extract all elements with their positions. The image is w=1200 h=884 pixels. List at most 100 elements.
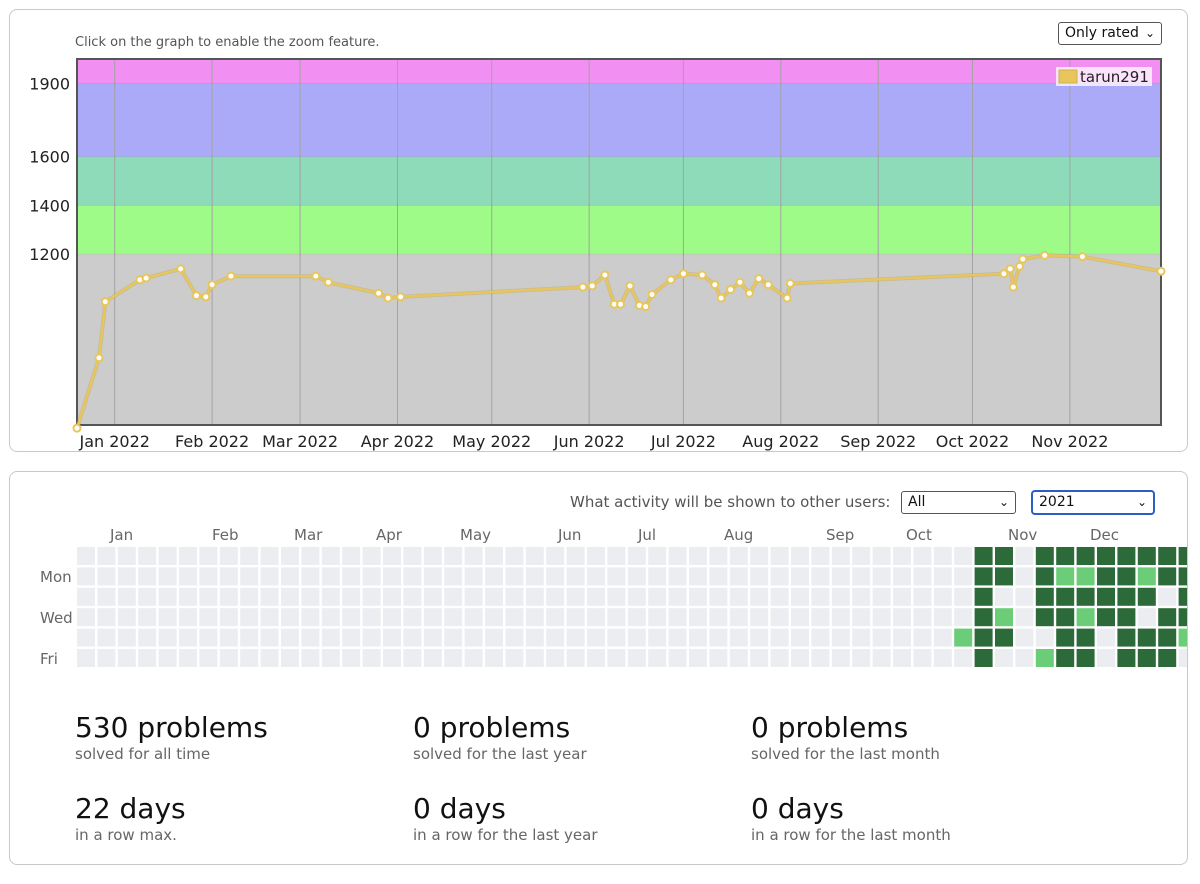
heatmap-cell[interactable] [607,587,626,606]
heatmap-cell[interactable] [321,587,340,606]
heatmap-cell[interactable] [709,608,728,627]
heatmap-cell[interactable] [485,608,503,627]
heatmap-cell[interactable] [668,608,687,627]
heatmap-cell[interactable] [485,587,503,606]
heatmap-cell[interactable] [1158,608,1177,627]
data-point[interactable] [666,275,676,285]
heatmap-cell[interactable] [342,608,361,627]
heatmap-cell[interactable] [852,608,871,627]
heatmap-cell[interactable] [97,649,116,667]
heatmap-cell[interactable] [444,649,463,667]
heatmap-cell[interactable] [260,649,279,667]
heatmap-cell[interactable] [117,628,136,647]
heatmap-cell[interactable] [729,587,748,606]
heatmap-cell[interactable] [505,649,524,667]
heatmap-cell[interactable] [260,587,279,606]
heatmap-cell[interactable] [199,649,218,667]
heatmap-cell[interactable] [240,547,259,565]
data-point[interactable] [201,292,211,302]
heatmap-cell[interactable] [117,649,136,667]
data-point[interactable] [678,269,688,279]
heatmap-cell[interactable] [689,608,707,627]
heatmap-cell[interactable] [566,608,585,627]
heatmap-cell[interactable] [342,628,361,647]
heatmap-cell[interactable] [1117,628,1136,647]
data-point[interactable] [1040,250,1050,260]
heatmap-cell[interactable] [321,547,340,565]
heatmap-cell[interactable] [1015,649,1034,667]
heatmap-cell[interactable] [954,547,973,565]
heatmap-cell[interactable] [974,628,993,647]
heatmap-cell[interactable] [464,587,483,606]
heatmap-cell[interactable] [893,608,911,627]
heatmap-cell[interactable] [750,587,769,606]
heatmap-cell[interactable] [1035,567,1054,586]
heatmap-cell[interactable] [791,608,809,627]
heatmap-cell[interactable] [1158,628,1177,647]
heatmap-cell[interactable] [729,649,748,667]
heatmap-cell[interactable] [607,628,626,647]
data-point[interactable] [141,273,151,283]
heatmap-cell[interactable] [321,628,340,647]
heatmap-cell[interactable] [1035,628,1054,647]
heatmap-cell[interactable] [648,567,667,586]
heatmap-cell[interactable] [1056,608,1075,627]
heatmap-cell[interactable] [423,547,442,565]
data-point[interactable] [311,271,321,281]
heatmap-cell[interactable] [158,567,177,586]
heatmap-cell[interactable] [913,649,932,667]
heatmap-cell[interactable] [138,587,157,606]
heatmap-cell[interactable] [791,628,809,647]
heatmap-cell[interactable] [831,628,850,647]
heatmap-cell[interactable] [281,587,299,606]
heatmap-cell[interactable] [974,547,993,565]
heatmap-cell[interactable] [852,567,871,586]
heatmap-cell[interactable] [1178,547,1187,565]
data-point[interactable] [1008,282,1018,292]
heatmap-cell[interactable] [362,649,381,667]
heatmap-cell[interactable] [260,628,279,647]
data-point[interactable] [647,289,657,299]
heatmap-cell[interactable] [179,649,197,667]
heatmap-cell[interactable] [1178,608,1187,627]
heatmap-cell[interactable] [1076,587,1095,606]
heatmap-cell[interactable] [1137,587,1156,606]
heatmap-cell[interactable] [791,649,809,667]
heatmap-cell[interactable] [1015,628,1034,647]
heatmap-cell[interactable] [525,649,544,667]
heatmap-cell[interactable] [281,608,299,627]
heatmap-cell[interactable] [525,608,544,627]
heatmap-cell[interactable] [485,567,503,586]
heatmap-cell[interactable] [219,567,238,586]
heatmap-cell[interactable] [1097,587,1115,606]
heatmap-cell[interactable] [179,547,197,565]
heatmap-cell[interactable] [831,649,850,667]
heatmap-cell[interactable] [627,649,646,667]
heatmap-cell[interactable] [1076,628,1095,647]
heatmap-cell[interactable] [933,567,952,586]
heatmap-cell[interactable] [158,649,177,667]
heatmap-cell[interactable] [668,567,687,586]
heatmap-cell[interactable] [179,608,197,627]
heatmap-cell[interactable] [1056,587,1075,606]
heatmap-cell[interactable] [913,567,932,586]
heatmap-cell[interactable] [77,587,95,606]
heatmap-cell[interactable] [1178,567,1187,586]
heatmap-cell[interactable] [1076,649,1095,667]
heatmap-cell[interactable] [301,608,320,627]
heatmap-cell[interactable] [729,628,748,647]
heatmap-cell[interactable] [668,587,687,606]
heatmap-cell[interactable] [505,628,524,647]
data-point[interactable] [999,269,1009,279]
heatmap-cell[interactable] [587,608,605,627]
heatmap-cell[interactable] [138,547,157,565]
heatmap-cell[interactable] [770,547,789,565]
heatmap-cell[interactable] [587,567,605,586]
heatmap-cell[interactable] [729,547,748,565]
heatmap-cell[interactable] [546,587,565,606]
heatmap-cell[interactable] [1158,587,1177,606]
heatmap-cell[interactable] [893,587,911,606]
heatmap-cell[interactable] [995,567,1013,586]
heatmap-cell[interactable] [689,547,707,565]
heatmap-cell[interactable] [852,547,871,565]
